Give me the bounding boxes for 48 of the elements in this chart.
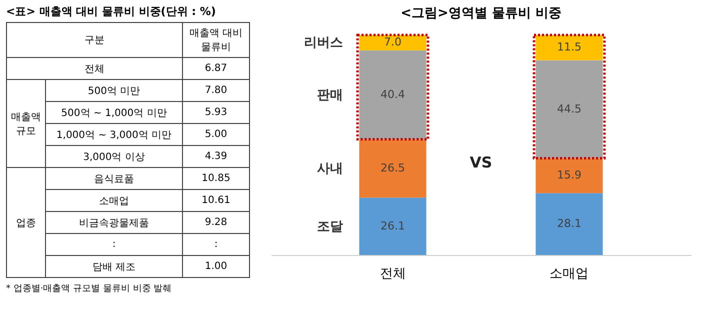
data-label: 28.1 xyxy=(556,217,582,230)
bar xyxy=(359,35,426,50)
series-label: 리버스 xyxy=(304,36,343,51)
text: 1.00 xyxy=(204,261,228,272)
data-label: 7.0 xyxy=(384,36,402,49)
bar xyxy=(536,158,603,194)
annotation: VS xyxy=(470,154,492,172)
chart-title: <그림>영역별 물류비 비중 xyxy=(400,6,562,21)
text: 5.00 xyxy=(204,129,228,140)
data-label: 44.5 xyxy=(556,102,582,116)
text: 10.85 xyxy=(202,173,230,184)
text: 4.39 xyxy=(204,151,228,162)
text: 10.61 xyxy=(202,195,230,206)
category-label: 500억 ~ 1,000억 미만 xyxy=(46,102,182,124)
series-label: 조달 xyxy=(316,219,343,234)
series-label: 사내 xyxy=(316,161,343,176)
text: 매출액 규모 xyxy=(11,112,41,136)
data-label: 40.4 xyxy=(380,88,406,101)
category-label: 비금속광물제품 xyxy=(46,212,182,234)
series-label: 판매 xyxy=(316,88,343,103)
text: 5.93 xyxy=(204,107,228,118)
bar xyxy=(536,193,603,255)
category-label: 1,000억 ~ 3,000억 미만 xyxy=(46,124,182,146)
text: 9.28 xyxy=(204,217,228,228)
text: * 업종별·매출액 규모별 물류비 비중 발췌 xyxy=(6,283,173,295)
text: : xyxy=(214,239,218,250)
text: 7.80 xyxy=(204,85,228,96)
category-label: 음식료품 xyxy=(46,168,182,190)
bar xyxy=(536,60,603,158)
data-label: 15.9 xyxy=(556,168,582,182)
text: 구분 xyxy=(6,22,182,58)
text: 매출액 대비 물류비 xyxy=(182,22,250,58)
category-label: 담배 제조 xyxy=(46,256,182,278)
text: <표> 매출액 대비 물류비 비중(단위 : %) xyxy=(6,4,217,19)
category-label: 3,000억 이상 xyxy=(46,146,182,168)
category-label: 500억 미만 xyxy=(46,80,182,102)
bar xyxy=(359,139,426,198)
text: 6.87 xyxy=(204,63,228,74)
category-label: 전체 xyxy=(6,58,182,80)
data-label: 26.1 xyxy=(380,219,406,232)
text: : xyxy=(112,239,116,250)
category-label: 소매업 xyxy=(46,190,182,212)
bar xyxy=(359,198,426,255)
data-label: 26.5 xyxy=(380,161,406,174)
bar xyxy=(359,50,426,140)
text: 업종 xyxy=(16,218,36,228)
bar xyxy=(536,35,603,60)
data-label: 11.5 xyxy=(556,40,582,54)
